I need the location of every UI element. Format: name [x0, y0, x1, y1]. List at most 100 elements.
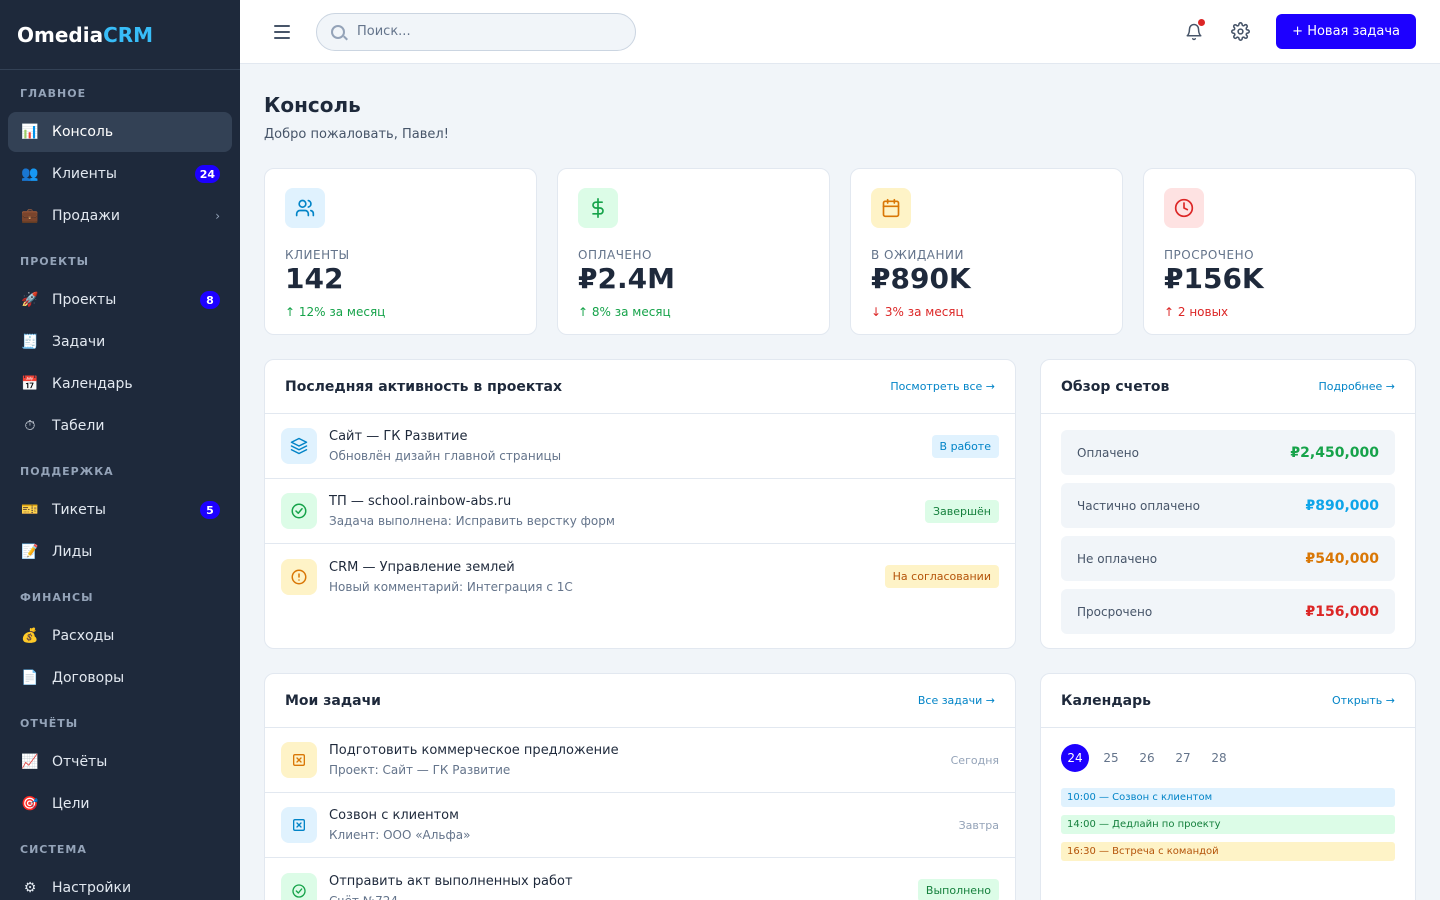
activity-item[interactable]: ТП — school.rainbow-abs.ru Задача выполне…	[265, 479, 1015, 544]
tasks-all-link[interactable]: Все задачи →	[917, 694, 995, 707]
sidebar-item-label: Настройки	[52, 880, 132, 896]
activity-description: Задача выполнена: Исправить верстку форм	[329, 514, 615, 528]
gear-icon: ⚙	[23, 880, 37, 896]
search-box[interactable]	[316, 12, 636, 51]
sidebar-item[interactable]: 📊 Консоль	[8, 112, 232, 152]
sidebar-item-label: Договоры	[52, 670, 125, 686]
activity-title: ТП — school.rainbow-abs.ru	[329, 494, 512, 509]
app-logo[interactable]: Omedia CRM	[0, 0, 240, 70]
task-title: Подготовить коммерческое предложение	[329, 743, 619, 758]
sidebar-item[interactable]: 💰 Расходы	[8, 616, 232, 656]
status-badge: Завершён	[924, 499, 999, 523]
calendar-event[interactable]: 10:00 — Созвон с клиентом	[1061, 788, 1395, 807]
stat-trend: ↑ 8% за месяц	[578, 305, 671, 319]
sidebar-item-label: Клиенты	[52, 166, 117, 182]
target-icon: 🎯	[21, 796, 39, 812]
nav-section-title: ОТЧЁТЫ	[20, 717, 79, 730]
activity-item[interactable]: CRM — Управление землей Новый комментарий…	[265, 544, 1015, 609]
nav-section-title: ГЛАВНОЕ	[20, 87, 87, 100]
new-task-button[interactable]: + Новая задача	[1276, 14, 1416, 49]
nav-section: ГЛАВНОЕ 📊 Консоль 👥 Клиенты 24 💼 Продажи ›	[0, 70, 240, 236]
calendar-open-link[interactable]: Открыть →	[1332, 694, 1395, 707]
chart-icon: 📊	[21, 124, 39, 140]
logo-main: Omedia	[17, 22, 104, 47]
invoice-row[interactable]: Просрочено ₽156,000	[1061, 589, 1395, 634]
task-title: Созвон с клиентом	[329, 808, 459, 823]
status-badge: В работе	[931, 434, 999, 458]
task-subtitle: Счёт №724	[329, 894, 918, 900]
sidebar-item[interactable]: 🧾 Задачи	[8, 322, 232, 362]
calendar-event[interactable]: 14:00 — Дедлайн по проекту	[1061, 815, 1395, 834]
task-item[interactable]: Подготовить коммерческое предложение Прое…	[265, 728, 1015, 793]
trend-chart-icon: 📈	[21, 754, 39, 770]
sidebar-item[interactable]: 📅 Календарь	[8, 364, 232, 404]
stat-card[interactable]: В ОЖИДАНИИ ₽890K ↓ 3% за месяц	[850, 168, 1123, 335]
calendar-day[interactable]: 28	[1211, 751, 1227, 765]
logo-accent: CRM	[103, 22, 154, 47]
stat-value: ₽156K	[1164, 262, 1264, 295]
sidebar-item[interactable]: 💼 Продажи ›	[8, 196, 232, 236]
menu-toggle-icon[interactable]	[264, 14, 300, 50]
count-badge: 5	[200, 501, 220, 519]
invoice-value: ₽540,000	[1305, 550, 1379, 567]
task-due: Завтра	[958, 818, 999, 832]
stat-card[interactable]: ОПЛАЧЕНО ₽2.4M ↑ 8% за месяц	[557, 168, 830, 335]
sidebar-item-label: Тикеты	[52, 502, 106, 518]
memo-icon: 📝	[21, 544, 39, 560]
sidebar-item[interactable]: ⏱ Табели	[8, 406, 232, 446]
calendar-day[interactable]: 24	[1061, 744, 1089, 772]
sidebar-item[interactable]: ⚙ Настройки	[8, 868, 232, 900]
activity-description: Обновлён дизайн главной страницы	[329, 449, 562, 463]
sidebar-item[interactable]: 👥 Клиенты 24	[8, 154, 232, 194]
search-icon	[331, 24, 345, 39]
activity-description: Новый комментарий: Интеграция с 1С	[329, 579, 573, 594]
gear-icon	[1230, 22, 1250, 41]
settings-button[interactable]	[1222, 14, 1258, 50]
sidebar-item[interactable]: 📄 Договоры	[8, 658, 232, 698]
invoice-row[interactable]: Оплачено ₽2,450,000	[1061, 430, 1395, 475]
nav-section-title: ПРОЕКТЫ	[20, 255, 90, 268]
stat-trend: ↑ 2 новых	[1164, 305, 1229, 319]
sidebar-item-label: Задачи	[52, 334, 106, 350]
activity-view-all-link[interactable]: Посмотреть все →	[890, 380, 995, 393]
check-circle-icon	[292, 883, 306, 898]
receipt-icon: 🧾	[21, 334, 39, 350]
invoice-row[interactable]: Частично оплачено ₽890,000	[1061, 483, 1395, 528]
nav-section: СИСТЕМА ⚙ Настройки	[0, 826, 240, 900]
tasks-title: Мои задачи	[285, 692, 381, 709]
count-badge: 24	[194, 165, 220, 183]
notifications-button[interactable]	[1176, 14, 1212, 50]
calendar-event[interactable]: 16:30 — Встреча с командой	[1061, 842, 1395, 861]
calendar-day[interactable]: 26	[1139, 751, 1155, 765]
layers-icon	[290, 437, 308, 455]
invoice-row[interactable]: Не оплачено ₽540,000	[1061, 536, 1395, 581]
stat-label: ОПЛАЧЕНО	[578, 248, 652, 262]
task-item[interactable]: Созвон с клиентом Клиент: ООО «Альфа» Завт…	[265, 793, 1015, 858]
task-square-icon	[293, 819, 305, 831]
stat-label: ПРОСРОЧЕНО	[1164, 248, 1255, 262]
sidebar-item[interactable]: 📈 Отчёты	[8, 742, 232, 782]
sidebar-item[interactable]: 🚀 Проекты 8	[8, 280, 232, 320]
nav-section-title: ФИНАНСЫ	[20, 591, 94, 604]
sidebar-item[interactable]: 🎯 Цели	[8, 784, 232, 824]
calendar-panel: Календарь Открыть → 24 25 26 27 28 10:00 — С…	[1040, 673, 1416, 900]
invoice-value: ₽890,000	[1305, 497, 1379, 514]
task-square-icon	[293, 754, 305, 766]
stat-card[interactable]: КЛИЕНТЫ 142 ↑ 12% за месяц	[264, 168, 537, 335]
invoice-label: Не оплачено	[1077, 551, 1158, 566]
nav-section: ОТЧЁТЫ 📈 Отчёты 🎯 Цели	[0, 700, 240, 824]
stat-trend: ↓ 3% за месяц	[871, 305, 964, 319]
sidebar-item[interactable]: 📝 Лиды	[8, 532, 232, 572]
activity-item[interactable]: Сайт — ГК Развитие Обновлён дизайн главно…	[265, 414, 1015, 479]
calendar-day[interactable]: 27	[1175, 751, 1191, 765]
invoices-title: Обзор счетов	[1061, 378, 1170, 395]
activity-title: Сайт — ГК Развитие	[329, 429, 468, 444]
task-item[interactable]: Отправить акт выполненных работ Счёт №724…	[265, 858, 1015, 900]
nav-section-title: СИСТЕМА	[20, 843, 87, 856]
invoices-details-link[interactable]: Подробнее →	[1318, 380, 1395, 393]
search-input[interactable]	[357, 24, 617, 39]
sidebar-item[interactable]: 🎫 Тикеты 5	[8, 490, 232, 530]
calendar-day[interactable]: 25	[1103, 751, 1119, 765]
stat-card[interactable]: ПРОСРОЧЕНО ₽156K ↑ 2 новых	[1143, 168, 1416, 335]
sidebar-item-label: Календарь	[52, 376, 133, 392]
